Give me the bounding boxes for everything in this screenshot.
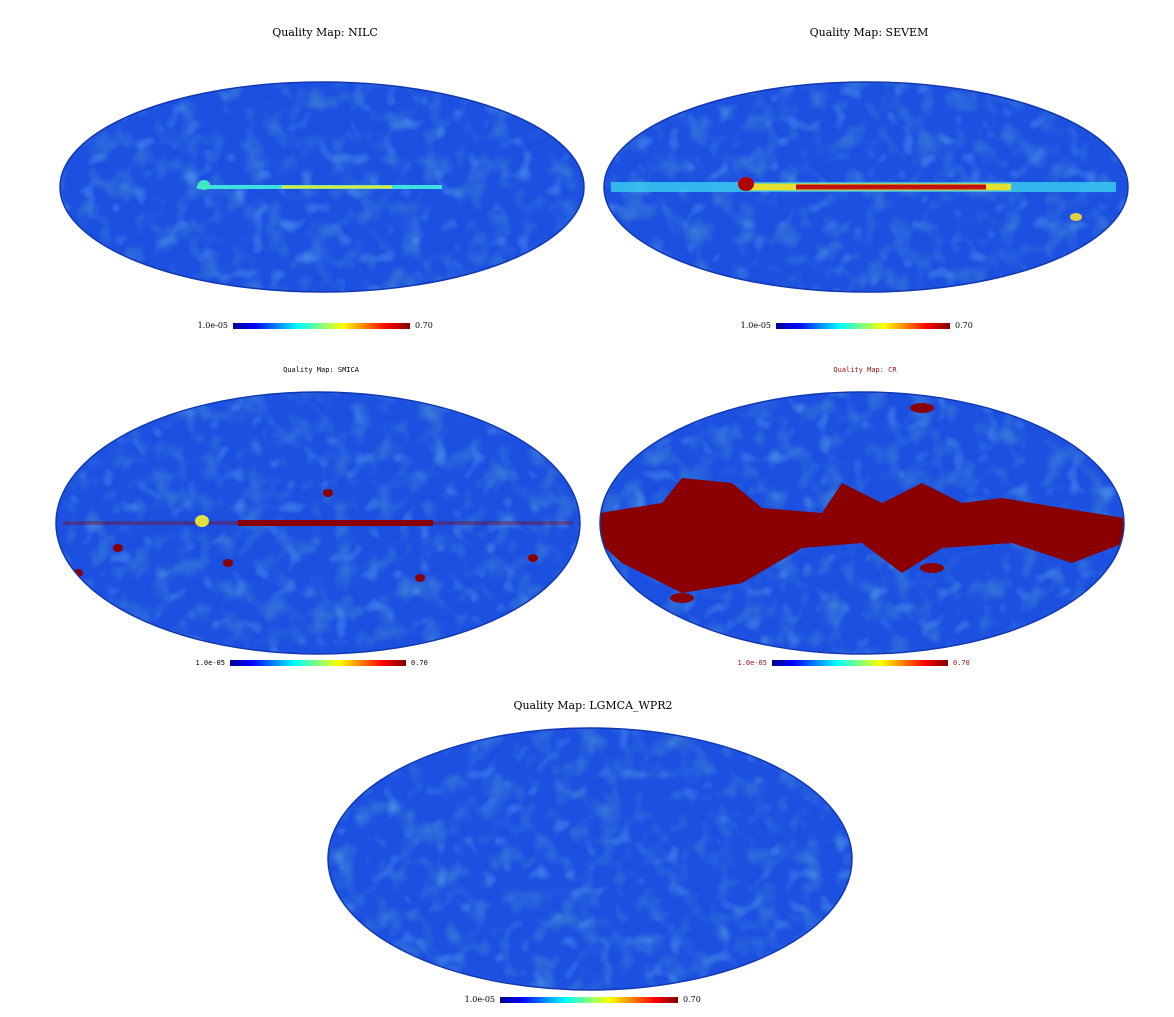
mask-blob [920, 563, 944, 573]
map-outline [603, 81, 1129, 293]
colorbar-label: 1.0e-05 [741, 321, 771, 330]
mask-blob [415, 574, 425, 582]
colorbar-label: 0.70 [953, 659, 970, 667]
mask-blob [323, 489, 333, 497]
map-title: Quality Map: LGMCA_WPR2 [513, 699, 672, 712]
map-panel: Quality Map: SEVEM 1.0e-05 0.70 [603, 26, 1129, 330]
map-panel: Quality Map: SMICA 1.0e-05 0.70 [55, 366, 581, 667]
map-panel: Quality Map: CR 1.0e-05 0.70 [599, 366, 1125, 667]
galactic-plane [238, 520, 433, 526]
sky-map [60, 82, 584, 292]
colorbar-label: 1.0e-05 [198, 321, 228, 330]
colorbar [233, 323, 410, 329]
sky-map [604, 82, 1128, 292]
colorbar-label: 1.0e-05 [195, 659, 225, 667]
mask-blob [528, 554, 538, 562]
mask-blob [1050, 548, 1074, 558]
colorbar-label: 0.70 [415, 321, 433, 330]
map-outline [55, 391, 581, 655]
map-outline [59, 81, 585, 293]
hotspot [195, 515, 209, 527]
sky-map [56, 392, 580, 654]
map-panel: Quality Map: NILC 1.0e-05 0.70 [59, 26, 585, 330]
mask-region [600, 478, 1124, 593]
map-outline [599, 391, 1125, 655]
hotspot [198, 180, 210, 190]
galactic-plane [282, 185, 392, 189]
colorbar-label: 0.70 [683, 995, 701, 1004]
mask-blob [223, 559, 233, 567]
colorbar [776, 323, 950, 329]
sky-map [328, 728, 852, 990]
colorbar-label: 1.0e-05 [737, 659, 767, 667]
map-texture [328, 728, 852, 990]
mask-blob [910, 403, 934, 413]
colorbar [230, 660, 406, 666]
colorbar-label: 0.70 [955, 321, 973, 330]
colorbar [772, 660, 948, 666]
colorbar-label: 1.0e-05 [465, 995, 495, 1004]
map-panel: Quality Map: LGMCA_WPR2 1.0e-05 0.70 [327, 699, 853, 1004]
mask-blob [113, 544, 123, 552]
galactic-plane [796, 184, 986, 190]
map-outline [327, 727, 853, 991]
map-title: Quality Map: SEVEM [810, 26, 929, 39]
mask-blob [670, 593, 694, 603]
colorbar-label: 0.70 [411, 659, 428, 667]
map-title: Quality Map: SMICA [283, 366, 360, 374]
hotspot [738, 177, 754, 191]
hotspot [1070, 213, 1082, 221]
colorbar [500, 997, 678, 1003]
map-title: Quality Map: CR [833, 366, 897, 374]
sky-map [600, 392, 1124, 654]
map-title: Quality Map: NILC [272, 26, 378, 39]
